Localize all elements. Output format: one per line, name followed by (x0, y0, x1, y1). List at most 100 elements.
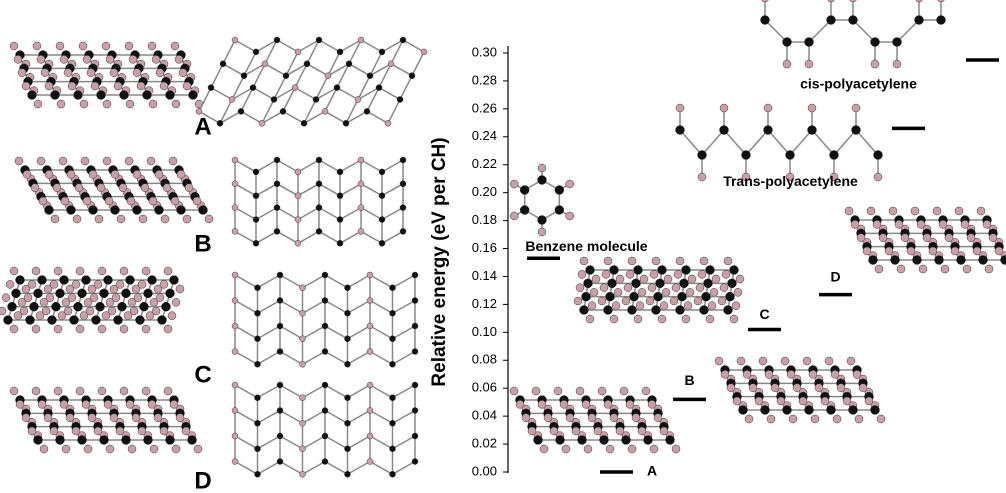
atom (649, 444, 659, 454)
atom (143, 435, 153, 445)
bond (381, 159, 404, 173)
bond (381, 183, 404, 197)
atom (726, 383, 736, 392)
bond (360, 206, 383, 221)
bond (369, 384, 393, 399)
bond (369, 299, 393, 314)
atom (804, 59, 814, 69)
atom (315, 228, 323, 235)
atom (561, 444, 571, 454)
atom (103, 275, 113, 285)
atom (978, 255, 988, 265)
atom (988, 233, 998, 242)
atom (82, 55, 92, 64)
bond (745, 129, 769, 156)
atom (411, 297, 419, 304)
bond (234, 230, 257, 244)
atom (121, 288, 131, 299)
atom (321, 108, 329, 115)
atom (344, 420, 351, 427)
bond (357, 75, 371, 100)
atom (804, 37, 814, 47)
atom (770, 383, 780, 392)
y-tick-label: 0.06 (472, 380, 497, 395)
atom (820, 396, 830, 406)
atom (40, 68, 50, 77)
atom (555, 435, 565, 445)
atom (99, 288, 109, 299)
atom (827, 0, 835, 3)
panel-label: C (194, 361, 211, 388)
level-label: A (647, 463, 657, 479)
bond (279, 350, 303, 365)
bond (255, 183, 278, 197)
bond (701, 129, 725, 156)
atom (804, 405, 814, 415)
atom (936, 15, 946, 25)
atom (378, 216, 386, 223)
atom (701, 291, 711, 302)
bond (282, 110, 305, 124)
atom (384, 120, 392, 127)
atom (587, 301, 597, 310)
atom (276, 407, 284, 414)
bond (411, 51, 425, 77)
atom (659, 426, 669, 436)
atom (892, 59, 902, 69)
atom (766, 414, 776, 424)
bond (234, 325, 258, 340)
atom (165, 435, 175, 445)
atom (389, 394, 396, 401)
atom (344, 394, 351, 401)
bond (360, 230, 383, 244)
atom (75, 266, 85, 276)
atom (11, 288, 21, 299)
bond (896, 19, 920, 43)
atom (276, 381, 284, 389)
bond (276, 159, 299, 173)
atom (621, 296, 631, 306)
atom (814, 383, 824, 392)
atom (126, 196, 136, 206)
bond (302, 299, 326, 314)
bond (318, 206, 341, 221)
bond (855, 129, 879, 156)
bond (369, 350, 393, 365)
atom (117, 301, 127, 312)
atom (228, 96, 236, 103)
atom (33, 288, 43, 299)
atom (411, 458, 419, 465)
bond (369, 51, 383, 77)
atom (609, 413, 619, 422)
atom (651, 256, 661, 266)
bond (378, 63, 392, 88)
atom (276, 348, 284, 355)
bond (255, 230, 278, 244)
atom (276, 271, 284, 279)
atom (510, 211, 519, 221)
atom (976, 206, 986, 216)
bond (318, 230, 341, 244)
atom (336, 240, 344, 247)
atom (657, 314, 667, 324)
atom (411, 322, 419, 330)
atom (399, 36, 407, 44)
atom (906, 246, 916, 256)
atom (366, 72, 374, 79)
atom (375, 84, 383, 91)
bond (366, 110, 389, 124)
atom (65, 413, 75, 422)
atom (88, 205, 98, 215)
bond (392, 299, 416, 314)
bond (294, 63, 308, 88)
bond (345, 99, 359, 124)
atom (627, 444, 637, 454)
atom (113, 81, 123, 91)
atom (1000, 255, 1006, 265)
atom (231, 36, 239, 44)
bond (348, 63, 371, 77)
atom (75, 324, 85, 334)
bond (257, 350, 281, 365)
atom (681, 314, 691, 324)
atom (378, 168, 386, 176)
